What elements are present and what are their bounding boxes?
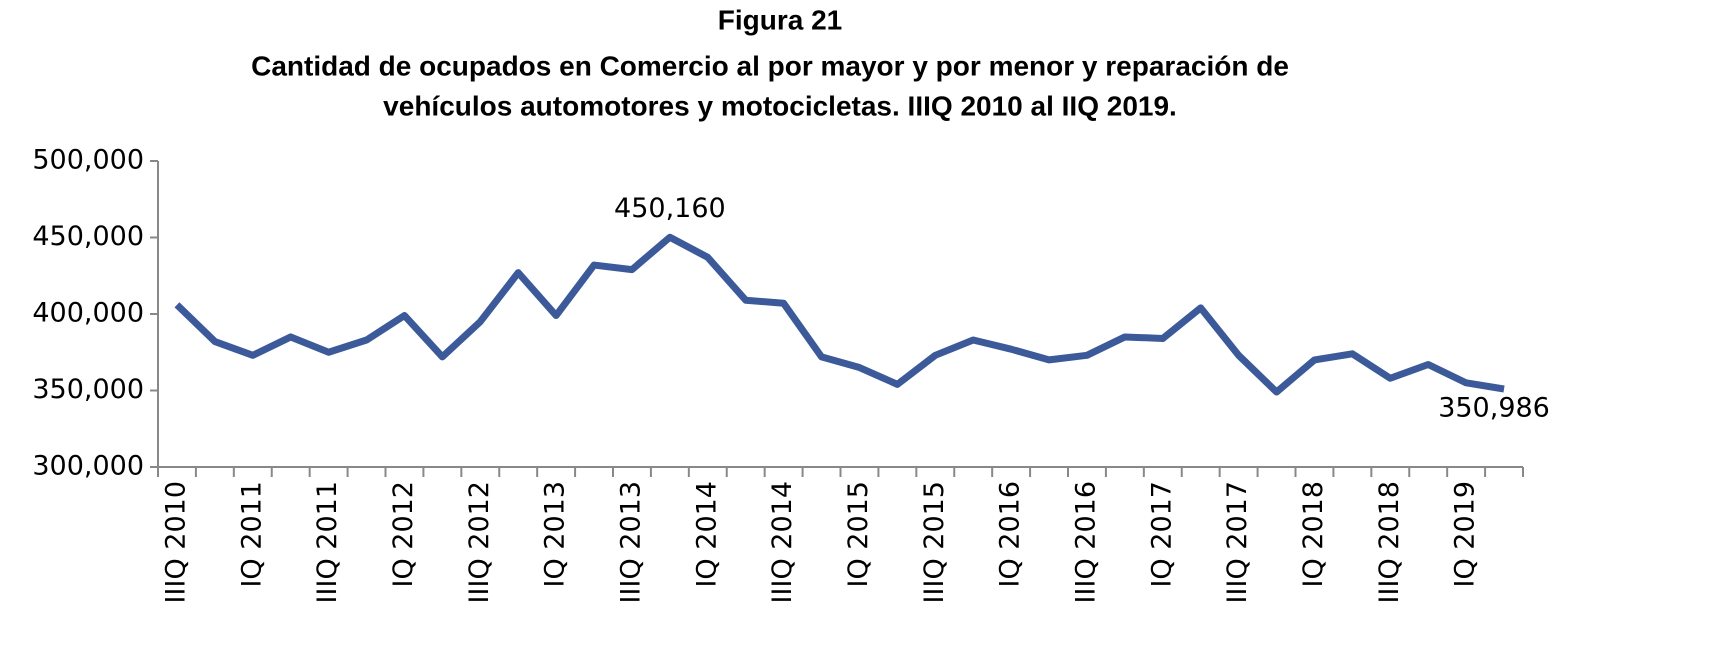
x-tick-label: IIIQ 2011 (312, 481, 343, 603)
x-tick-label: IIIQ 2010 (160, 481, 191, 603)
data-label: 350,986 (1438, 392, 1550, 423)
x-tick-label: IQ 2012 (388, 481, 419, 588)
x-tick-label: IIIQ 2016 (1070, 481, 1101, 603)
y-tick-label: 450,000 (32, 221, 144, 252)
x-tick-label: IIIQ 2017 (1222, 481, 1253, 603)
x-tick-label: IQ 2011 (236, 481, 267, 588)
x-tick-label: IQ 2018 (1298, 481, 1329, 588)
x-tick-label: IQ 2013 (540, 481, 571, 588)
x-tick-label: IQ 2014 (691, 481, 722, 588)
y-tick-label: 300,000 (32, 451, 144, 482)
chart-subtitle: vehículos automotores y motocicletas. II… (383, 90, 1177, 121)
x-tick-label: IQ 2016 (995, 481, 1026, 588)
y-tick-label: 350,000 (32, 374, 144, 405)
x-tick-label: IQ 2019 (1450, 481, 1481, 588)
x-tick-label: IIIQ 2012 (464, 481, 495, 603)
data-line (174, 233, 1505, 396)
data-label: 450,160 (614, 193, 726, 224)
x-tick-label: IIIQ 2018 (1374, 481, 1405, 603)
x-tick-label: IQ 2017 (1146, 481, 1177, 588)
x-tick-label: IIIQ 2015 (919, 481, 950, 603)
x-tick-label: IIIQ 2013 (615, 481, 646, 603)
y-tick-label: 500,000 (32, 145, 144, 176)
chart-title: Figura 21 (718, 4, 842, 35)
x-tick-label: IQ 2015 (843, 481, 874, 588)
chart-subtitle: Cantidad de ocupados en Comercio al por … (251, 50, 1289, 81)
y-tick-label: 400,000 (32, 298, 144, 329)
x-tick-label: IIIQ 2014 (767, 481, 798, 603)
